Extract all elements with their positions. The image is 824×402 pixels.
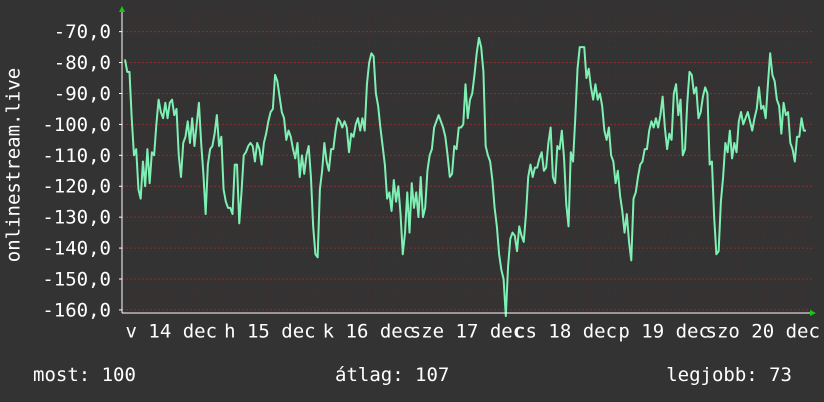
y-tick-label: -120,0 — [42, 176, 111, 198]
series-line — [124, 36, 806, 318]
minor-grid — [122, 10, 812, 313]
stat: átlag: 107 — [335, 364, 449, 386]
stat-label: most: — [33, 364, 90, 386]
stat-value: 73 — [769, 364, 792, 386]
x-tick-label: p 19 dec — [618, 321, 710, 343]
y-tick-label: -90,0 — [54, 83, 111, 105]
x-tick-label: cs 18 dec — [514, 321, 617, 343]
x-tick-label: v 14 dec — [126, 321, 218, 343]
stat-value: 100 — [102, 364, 136, 386]
y-tick-label: -80,0 — [54, 52, 111, 74]
y-tick-label: -70,0 — [54, 21, 111, 43]
stat-label: átlag: — [335, 364, 404, 386]
stat-label: legjobb: — [666, 364, 758, 386]
stat-value: 107 — [415, 364, 449, 386]
y-tick-label: -130,0 — [42, 207, 111, 229]
footer: most: 100 átlag: 107 legjobb: 73 — [33, 364, 792, 386]
stat: legjobb: 73 — [666, 364, 792, 386]
labels: -70,0 -80,0 -90,0 -100,0 -110,0 -120,0 -130,0 -… — [42, 21, 820, 342]
y-tick-label: -140,0 — [42, 238, 111, 260]
plot — [124, 36, 806, 318]
x-tick-label: h 15 dec — [224, 321, 316, 343]
x-tick-label: szo 20 dec — [706, 321, 820, 343]
y-tick-label: -110,0 — [42, 145, 111, 167]
y-arrow — [119, 6, 125, 12]
x-tick-label: k 16 dec — [323, 321, 415, 343]
y-tick-label: -160,0 — [42, 299, 111, 321]
stat: most: 100 — [33, 364, 136, 386]
y-tick-label: -100,0 — [42, 114, 111, 136]
y-axis-label: onlinestream.live — [3, 68, 25, 262]
x-tick-label: sze 17 dec — [410, 321, 524, 343]
y-tick-label: -150,0 — [42, 268, 111, 290]
x-arrow — [810, 310, 816, 316]
